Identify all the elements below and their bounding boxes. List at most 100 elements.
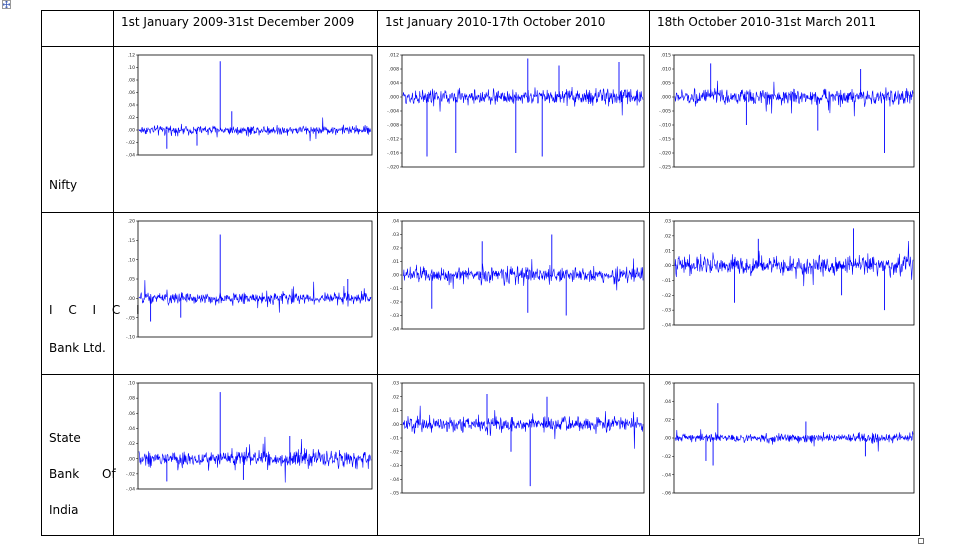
row-label-state: State xyxy=(49,431,81,445)
y-tick-label: .08 xyxy=(128,78,135,84)
y-tick-label: .02 xyxy=(392,394,399,400)
series-line xyxy=(138,436,372,483)
icici-2010-chart: .04 .03 .02 .01 .00 -.01 -.02 -.03 -.04 xyxy=(378,215,650,335)
y-tick-label: .00 xyxy=(664,436,671,442)
series-line xyxy=(138,280,372,313)
y-tick-label: -.020 xyxy=(387,165,399,171)
y-tick-label: .06 xyxy=(128,90,135,96)
y-tick-label: .02 xyxy=(664,233,671,239)
y-tick-label: -.008 xyxy=(387,123,399,129)
row-label-bank-of: Bank Of xyxy=(49,467,116,481)
nifty-2009-chart: .12 .10 .08 .06 .04 .02 .00 -.02 -.04 xyxy=(114,49,378,161)
y-tick-label: .00 xyxy=(392,422,399,428)
y-tick-label: .000 xyxy=(661,95,671,101)
y-tick-label: .01 xyxy=(392,259,399,265)
header-cell-2011: 18th October 2010-31st March 2011 xyxy=(649,10,920,47)
y-tick-label: -.015 xyxy=(659,137,671,143)
chart-cell: .10 .08 .06 .04 .02 .00 -.02 -.04 xyxy=(113,374,378,536)
y-tick-label: .005 xyxy=(661,81,671,87)
y-tick-label: .00 xyxy=(128,296,135,302)
series-line xyxy=(674,240,914,287)
series-line xyxy=(674,429,914,452)
y-tick-label: -.04 xyxy=(390,327,399,333)
chart-cell: .04 .03 .02 .01 .00 -.01 -.02 -.03 -.04 xyxy=(377,212,650,375)
plot-frame xyxy=(673,54,915,168)
y-tick-label: -.04 xyxy=(390,477,399,483)
chart-cell: .03 .02 .01 .00 -.01 -.02 -.03 -.04 -.05 xyxy=(377,374,650,536)
header-cell-2009: 1st January 2009-31st December 2009 xyxy=(113,10,378,47)
y-tick-label: -.01 xyxy=(390,436,399,442)
y-tick-label: -.03 xyxy=(390,463,399,469)
y-tick-label: .00 xyxy=(128,456,135,462)
y-tick-label: -.01 xyxy=(662,278,671,284)
row-label-india: India xyxy=(49,503,79,517)
header-period-2010: 1st January 2010-17th October 2010 xyxy=(385,15,606,29)
series-line xyxy=(402,405,644,449)
table-row-icici: I C I C I Bank Ltd. .20 .15 .10 .05 .00 -.05 -… xyxy=(41,212,920,375)
chart-cell: .03 .02 .01 .00 -.01 -.02 -.03 -.04 xyxy=(649,212,920,375)
y-tick-label: .008 xyxy=(389,67,399,73)
y-tick-label: .012 xyxy=(389,53,399,59)
y-tick-label: .02 xyxy=(128,115,135,121)
chart-cell: .12 .10 .08 .06 .04 .02 .00 -.02 -.04 xyxy=(113,46,378,213)
y-tick-label: .03 xyxy=(392,232,399,238)
y-tick-label: .10 xyxy=(128,381,135,387)
y-tick-label: .03 xyxy=(664,219,671,225)
y-tick-label: -.02 xyxy=(390,300,399,306)
plot-frame xyxy=(137,54,373,156)
chart-cell: .06 .04 .02 .00 -.02 -.04 -.06 xyxy=(649,374,920,536)
table-move-handle[interactable] xyxy=(2,0,11,9)
y-tick-label: -.02 xyxy=(126,471,135,477)
plot-frame xyxy=(137,220,373,338)
nifty-2010-chart: .012 .008 .004 .000 -.004 -.008 -.012 -.016 -.02… xyxy=(378,49,650,173)
y-tick-label: .00 xyxy=(392,273,399,279)
chart-svg: .12 .10 .08 .06 .04 .02 .00 -.02 -.04 xyxy=(126,53,373,159)
plot-frame xyxy=(401,382,645,494)
icici-2009-chart: .20 .15 .10 .05 .00 -.05 -.10 xyxy=(114,215,378,343)
row-label-cell: State Bank Of India xyxy=(41,374,116,536)
y-tick-label: .02 xyxy=(392,246,399,252)
plot-frame xyxy=(401,54,645,168)
plot-frame xyxy=(137,382,373,490)
chart-svg: .012 .008 .004 .000 -.004 -.008 -.012 -.016 -.02… xyxy=(387,53,645,171)
y-tick-label: -.012 xyxy=(387,137,399,143)
y-tick-label: .00 xyxy=(664,263,671,269)
chart-svg: .03 .02 .01 .00 -.01 -.02 -.03 -.04 xyxy=(662,219,915,329)
y-tick-label: -.04 xyxy=(662,472,671,478)
table-resize-handle[interactable] xyxy=(918,538,924,544)
y-tick-label: .05 xyxy=(128,277,135,283)
series-line xyxy=(402,258,644,291)
y-tick-label: -.10 xyxy=(126,335,135,341)
move-arrows-icon xyxy=(3,1,10,8)
returns-table: 1st January 2009-31st December 2009 1st … xyxy=(41,10,920,536)
y-tick-label: .10 xyxy=(128,65,135,71)
y-tick-label: .01 xyxy=(664,248,671,254)
y-tick-label: .000 xyxy=(389,95,399,101)
y-tick-label: .04 xyxy=(128,103,135,109)
header-period-2009: 1st January 2009-31st December 2009 xyxy=(121,15,355,29)
row-label-bank-ltd: Bank Ltd. xyxy=(49,341,106,355)
y-tick-label: .20 xyxy=(128,219,135,225)
y-tick-label: .02 xyxy=(664,417,671,423)
y-tick-label: .00 xyxy=(128,128,135,134)
y-tick-label: -.02 xyxy=(126,140,135,146)
chart-svg: .04 .03 .02 .01 .00 -.01 -.02 -.03 -.04 xyxy=(390,219,645,333)
header-cell-empty xyxy=(41,10,114,47)
table-header-row: 1st January 2009-31st December 2009 1st … xyxy=(41,10,920,47)
y-tick-label: -.025 xyxy=(659,165,671,171)
sbi-2010-chart: .03 .02 .01 .00 -.01 -.02 -.03 -.04 -.05 xyxy=(378,377,650,499)
y-tick-label: -.06 xyxy=(662,491,671,497)
chart-svg: .10 .08 .06 .04 .02 .00 -.02 -.04 xyxy=(126,381,373,493)
y-tick-label: .15 xyxy=(128,238,135,244)
y-tick-label: .015 xyxy=(661,53,671,59)
y-tick-label: -.04 xyxy=(126,487,135,493)
table-row-sbi: State Bank Of India .10 .08 .06 .04 .02 .00 -.… xyxy=(41,374,920,536)
chart-cell: .015 .010 .005 .000 -.005 -.010 -.015 -.020 -.02… xyxy=(649,46,920,213)
y-tick-label: -.05 xyxy=(390,491,399,497)
y-tick-label: .10 xyxy=(128,257,135,263)
y-tick-label: -.02 xyxy=(662,293,671,299)
plot-frame xyxy=(673,220,915,326)
y-tick-label: -.02 xyxy=(662,454,671,460)
row-label-cell: Nifty xyxy=(41,46,114,213)
chart-svg: .06 .04 .02 .00 -.02 -.04 -.06 xyxy=(662,381,915,497)
